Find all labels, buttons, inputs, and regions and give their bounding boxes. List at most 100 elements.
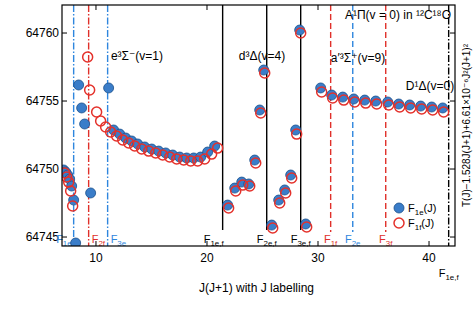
point <box>118 135 128 145</box>
point <box>80 119 90 129</box>
point <box>245 181 255 191</box>
crossing-line <box>266 5 267 230</box>
x-tick <box>318 5 319 10</box>
point <box>137 144 147 154</box>
point <box>71 238 81 246</box>
point <box>86 188 96 198</box>
point <box>292 129 302 139</box>
point <box>66 186 76 196</box>
x-axis-label: J(J+1) with J labelling <box>199 281 314 295</box>
point <box>151 148 161 158</box>
point <box>83 52 93 62</box>
point <box>339 95 349 105</box>
x-tick-label: 10 <box>89 251 103 265</box>
legend-marker <box>394 218 404 228</box>
annotation: a′³Σ⁺(v=9) <box>331 51 385 65</box>
title: A¹Π(v = 0) in ¹²C¹⁸O <box>345 8 451 22</box>
x-tick <box>206 5 207 10</box>
point <box>68 201 78 211</box>
point <box>302 222 312 232</box>
y-tick-label: 64755 <box>26 94 60 108</box>
point <box>124 138 134 148</box>
point <box>372 99 382 109</box>
x-tick-label: 40 <box>422 251 436 265</box>
point <box>350 97 360 107</box>
annotation: D¹Δ(v=0) <box>406 79 454 93</box>
point <box>85 85 95 95</box>
x-tick <box>318 241 319 246</box>
y-tick <box>450 33 455 34</box>
x-tick <box>429 241 430 246</box>
y-tick <box>450 101 455 102</box>
subscript: 2e,f <box>263 239 277 248</box>
subscript: 3e <box>117 239 126 248</box>
point <box>77 103 87 113</box>
point <box>144 146 154 156</box>
subscript: 1e,f <box>445 273 459 282</box>
point <box>200 154 210 164</box>
legend: F1e(J)F1f(J) <box>394 202 436 232</box>
crossing-line <box>385 5 386 232</box>
y-tick-label: 64745 <box>26 230 60 244</box>
point <box>172 154 182 164</box>
crossing-line <box>107 5 108 246</box>
point <box>260 68 270 78</box>
point <box>104 83 114 93</box>
legend-label: F1f(J) <box>408 217 434 232</box>
annotation: e³Σ⁻(v=1) <box>111 49 163 63</box>
subscript: 2f <box>98 239 105 248</box>
point <box>417 104 427 114</box>
crossing-lines <box>74 5 449 246</box>
y-tick <box>450 169 455 170</box>
series <box>62 25 448 246</box>
point <box>158 150 168 160</box>
crossing-line <box>330 5 331 232</box>
crossing-label: F1e,f <box>439 267 460 282</box>
y-tick <box>62 101 67 102</box>
point <box>251 158 261 168</box>
point <box>275 198 285 208</box>
crossing-line <box>222 5 223 230</box>
crossing-line <box>448 5 449 246</box>
text-rest: (J) <box>421 217 434 229</box>
text-rest: (J) <box>424 202 437 214</box>
x-tick <box>95 5 96 10</box>
subscript: 3f <box>386 239 393 248</box>
point <box>384 100 394 110</box>
subscript: 2e <box>352 239 361 248</box>
point <box>74 80 84 90</box>
x-tick-label: 30 <box>311 251 325 265</box>
chart: 1020304064745647506475564760F1eF2fF3eF1e… <box>0 0 473 314</box>
annotation: d³Δ(v=4) <box>239 49 285 63</box>
y-tick <box>450 237 455 238</box>
point <box>428 105 438 115</box>
point <box>406 103 416 113</box>
y-axis-label: T(J)−1.528J(J+1)+6.61×10⁻⁶J²(J+1)² <box>461 43 472 207</box>
point <box>207 149 217 159</box>
point <box>268 223 278 233</box>
point <box>296 28 306 38</box>
x-tick-label: 20 <box>200 251 214 265</box>
plot-frame <box>62 5 455 246</box>
y-tick-label: 64760 <box>26 26 60 40</box>
point <box>361 98 371 108</box>
point <box>193 156 203 166</box>
subscript: 1e,f <box>210 239 224 248</box>
point <box>328 93 338 103</box>
point <box>317 87 327 97</box>
y-tick-label: 64750 <box>26 162 60 176</box>
series <box>62 28 449 233</box>
y-tick <box>62 33 67 34</box>
point <box>256 108 266 118</box>
point <box>287 173 297 183</box>
point <box>165 152 175 162</box>
point <box>439 107 449 117</box>
point <box>281 188 291 198</box>
subscript: 3e,f <box>297 239 311 248</box>
legend-marker <box>394 203 404 213</box>
point <box>224 203 234 213</box>
point <box>395 102 405 112</box>
points <box>62 25 449 246</box>
crossing-line <box>352 5 353 232</box>
point <box>213 143 223 153</box>
